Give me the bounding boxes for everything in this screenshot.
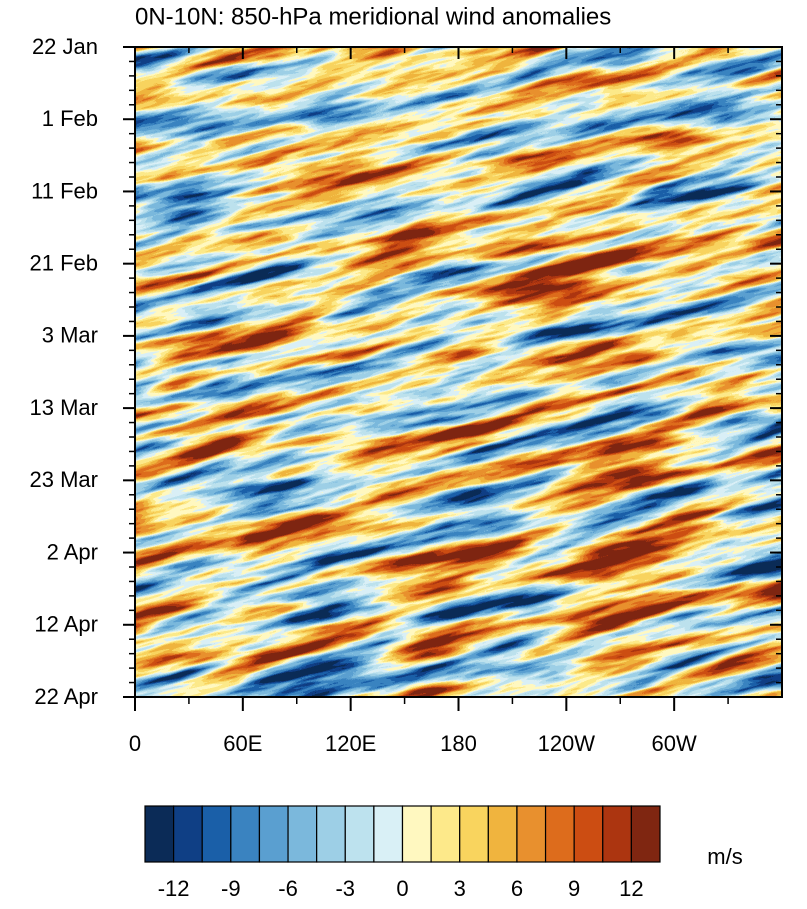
y-tick-label: 11 Feb xyxy=(31,178,98,203)
colorbar-box xyxy=(573,805,604,863)
colorbar-box xyxy=(630,805,661,863)
colorbar-box xyxy=(258,805,289,863)
x-tick-label: 120E xyxy=(325,731,376,756)
colorbar-box xyxy=(201,805,232,863)
x-tick-label: 120W xyxy=(538,731,596,756)
colorbar-tick-label: 9 xyxy=(568,876,580,901)
colorbar-label: m/s xyxy=(707,844,742,869)
y-tick-label: 12 Apr xyxy=(34,612,98,637)
colorbar-tick-label: -9 xyxy=(221,876,241,901)
x-tick-label: 60E xyxy=(223,731,262,756)
colorbar-box xyxy=(344,805,375,863)
x-tick-label: 180 xyxy=(440,731,477,756)
y-tick-label: 22 Jan xyxy=(32,34,98,59)
colorbar-box xyxy=(316,805,346,863)
y-tick-label: 13 Mar xyxy=(30,395,98,420)
y-tick-label: 23 Mar xyxy=(30,467,98,492)
y-tick-label: 2 Apr xyxy=(47,539,98,564)
x-tick-label: 0 xyxy=(129,731,141,756)
colorbar-box xyxy=(373,805,404,863)
colorbar-box xyxy=(430,805,461,863)
colorbar-box xyxy=(602,805,632,863)
colorbar-box xyxy=(401,805,432,863)
y-tick-label: 22 Apr xyxy=(34,684,98,709)
colorbar-box xyxy=(144,805,175,863)
colorbar-box xyxy=(173,805,203,863)
colorbar-tick-label: -6 xyxy=(278,876,298,901)
y-tick-label: 1 Feb xyxy=(42,106,98,131)
colorbar-box xyxy=(287,805,318,863)
colorbar-box xyxy=(487,805,518,863)
colorbar-box xyxy=(544,805,575,863)
x-tick-label: 60W xyxy=(652,731,697,756)
colorbar-box xyxy=(230,805,261,863)
colorbar-tick-label: 0 xyxy=(396,876,408,901)
colorbar-box xyxy=(459,805,489,863)
colorbar-tick-label: -12 xyxy=(158,876,190,901)
colorbar-tick-label: 12 xyxy=(619,876,643,901)
colorbar-tick-label: 6 xyxy=(511,876,523,901)
y-tick-label: 3 Mar xyxy=(42,323,98,348)
chart-title: 0N-10N: 850-hPa meridional wind anomalie… xyxy=(135,3,611,30)
y-tick-label: 21 Feb xyxy=(30,250,99,275)
colorbar-tick-label: 3 xyxy=(454,876,466,901)
colorbar-box xyxy=(516,805,547,863)
colorbar-tick-label: -3 xyxy=(335,876,355,901)
